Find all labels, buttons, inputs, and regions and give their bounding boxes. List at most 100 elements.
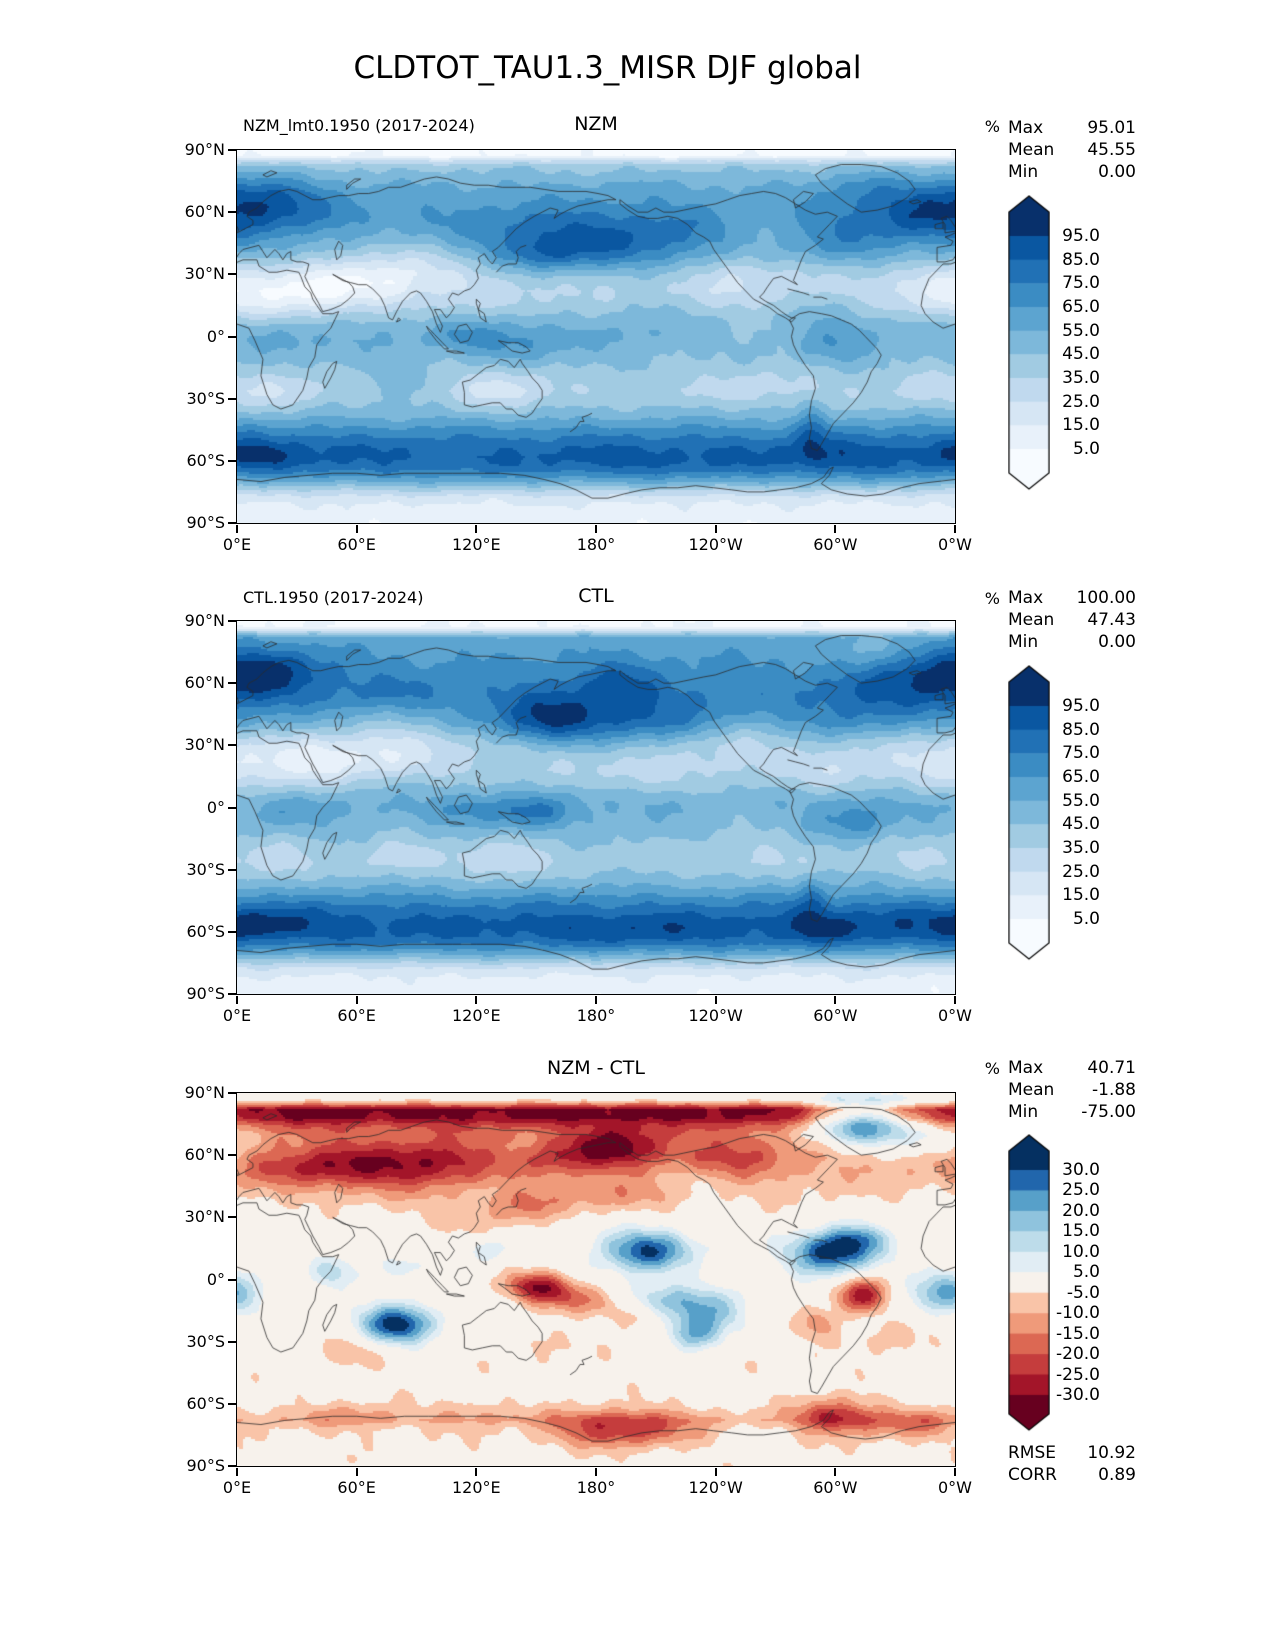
colorbar-tick-label: 75.0: [1062, 743, 1100, 764]
lat-tick-label: 90°N: [184, 1083, 225, 1102]
lat-tick-mark: [228, 273, 236, 276]
lon-tick-label: 0°W: [938, 1006, 972, 1025]
panel-ctl-stats: Max 100.00 Mean 47.43 Min 0.00: [1008, 587, 1136, 653]
lon-tick-mark: [595, 996, 597, 1004]
stat-label: CORR: [1008, 1465, 1057, 1485]
lat-tick-label: 60°S: [186, 921, 225, 941]
lon-tick-label: 120°E: [452, 1478, 501, 1497]
lon-tick-mark: [236, 1468, 238, 1476]
diff-colorbar: [1008, 1134, 1050, 1432]
colorbar-tick-label: -20.0: [1056, 1344, 1100, 1365]
panel-nzm-subtitle: NZM_lmt0.1950 (2017-2024): [243, 116, 475, 135]
colorbar-tick-label: 25.0: [1062, 391, 1100, 412]
panel-diff-unit: %: [984, 1059, 1000, 1078]
lon-tick-label: 60°W: [813, 1006, 858, 1025]
colorbar-tick-label: 75.0: [1062, 273, 1100, 294]
ctl-colorbar: [1008, 665, 1050, 961]
lat-tick-label: 90°S: [186, 513, 225, 532]
lat-tick-mark: [228, 1092, 236, 1094]
panel-diff-map-frame: [236, 1092, 956, 1467]
stat-value: 47.43: [1087, 610, 1136, 630]
lon-tick-label: 0°E: [222, 1006, 252, 1025]
stat-label: Min: [1008, 1102, 1039, 1122]
stat-label: RMSE: [1008, 1443, 1057, 1463]
stat-value: -1.88: [1092, 1080, 1136, 1100]
stat-row: Min 0.00: [1008, 161, 1136, 183]
lon-tick-mark: [834, 525, 837, 533]
lat-tick-label: 30°S: [186, 1331, 225, 1351]
stat-value: 0.00: [1098, 162, 1136, 182]
colorbar-tick-label: 95.0: [1062, 696, 1100, 716]
stat-label: Mean: [1008, 140, 1055, 160]
lat-tick-mark: [228, 993, 236, 995]
lon-tick-label: 120°W: [688, 535, 743, 554]
stat-label: Max: [1008, 1058, 1044, 1078]
lon-tick-label: 60°E: [337, 535, 376, 554]
lat-tick-label: 90°S: [186, 984, 225, 1003]
lat-tick-label: 0°: [206, 797, 225, 817]
lon-tick-label: 120°W: [688, 1006, 743, 1025]
lon-tick-label: 60°E: [337, 1478, 376, 1497]
lon-tick-label: 0°W: [938, 535, 972, 554]
colorbar-tick-label: 65.0: [1062, 297, 1100, 317]
lat-tick-label: 0°: [206, 1269, 225, 1289]
panel-nzm-title: NZM: [574, 113, 618, 135]
colorbar-tick-label: 35.0: [1062, 368, 1100, 389]
stat-row: RMSE 10.92: [1008, 1442, 1136, 1464]
lat-tick-mark: [228, 868, 236, 871]
colorbar-tick-label: 15.0: [1062, 1221, 1100, 1242]
stat-label: Mean: [1008, 1080, 1055, 1100]
panel-diff-stats: Max 40.71 Mean -1.88 Min -75.00: [1008, 1057, 1136, 1123]
lon-tick-mark: [834, 996, 837, 1004]
colorbar-tick-label: 20.0: [1062, 1200, 1100, 1221]
lat-tick-mark: [228, 149, 236, 151]
lon-tick-mark: [355, 1468, 358, 1476]
colorbar-tick-label: 85.0: [1062, 719, 1100, 740]
lon-tick-mark: [355, 996, 358, 1004]
stat-row: Min 0.00: [1008, 631, 1136, 653]
lat-tick-label: 30°S: [186, 388, 225, 408]
colorbar-tick-label: 5.0: [1072, 909, 1100, 930]
stat-value: 95.01: [1087, 118, 1136, 138]
lat-tick-mark: [228, 397, 236, 400]
lon-tick-label: 120°E: [452, 1006, 501, 1025]
stat-row: Mean 45.55: [1008, 139, 1136, 161]
lon-tick-mark: [834, 1468, 837, 1476]
lat-tick-label: 60°N: [184, 673, 225, 693]
lon-tick-mark: [595, 1468, 597, 1476]
lon-tick-label: 180°: [576, 1006, 616, 1025]
lat-tick-label: 30°N: [184, 735, 225, 755]
lat-tick-mark: [228, 930, 236, 933]
lon-tick-mark: [236, 996, 238, 1004]
lat-tick-mark: [228, 1465, 236, 1467]
lat-tick-label: 30°N: [184, 264, 225, 284]
stat-label: Max: [1008, 118, 1044, 138]
lon-tick-label: 0°W: [938, 1478, 972, 1497]
colorbar-tick-label: 65.0: [1062, 767, 1100, 787]
stat-row: Max 40.71: [1008, 1057, 1136, 1079]
stat-value: 0.00: [1098, 632, 1136, 652]
lon-tick-label: 120°W: [688, 1478, 743, 1497]
stat-row: Max 100.00: [1008, 587, 1136, 609]
colorbar-tick-label: 25.0: [1062, 1180, 1100, 1201]
lon-tick-mark: [236, 525, 238, 533]
stat-value: 100.00: [1076, 588, 1136, 608]
stat-value: 0.89: [1098, 1465, 1136, 1485]
lat-tick-label: 60°N: [184, 1145, 225, 1165]
lon-tick-label: 60°W: [813, 535, 858, 554]
stat-value: 40.71: [1087, 1058, 1136, 1078]
stat-row: Mean 47.43: [1008, 609, 1136, 631]
lon-tick-label: 180°: [576, 1478, 616, 1497]
lat-tick-label: 30°S: [186, 859, 225, 879]
lat-tick-label: 90°N: [184, 611, 225, 630]
lat-tick-label: 90°S: [186, 1456, 225, 1475]
lat-tick-label: 60°S: [186, 450, 225, 470]
lat-tick-label: 0°: [206, 326, 225, 346]
colorbar-tick-label: 45.0: [1062, 344, 1100, 365]
lon-tick-mark: [475, 996, 478, 1004]
stat-label: Min: [1008, 162, 1039, 182]
panel-ctl-map-frame: [236, 620, 956, 995]
lat-tick-label: 60°S: [186, 1393, 225, 1413]
diff-map-canvas: [237, 1093, 955, 1466]
stat-row: Max 95.01: [1008, 117, 1136, 139]
